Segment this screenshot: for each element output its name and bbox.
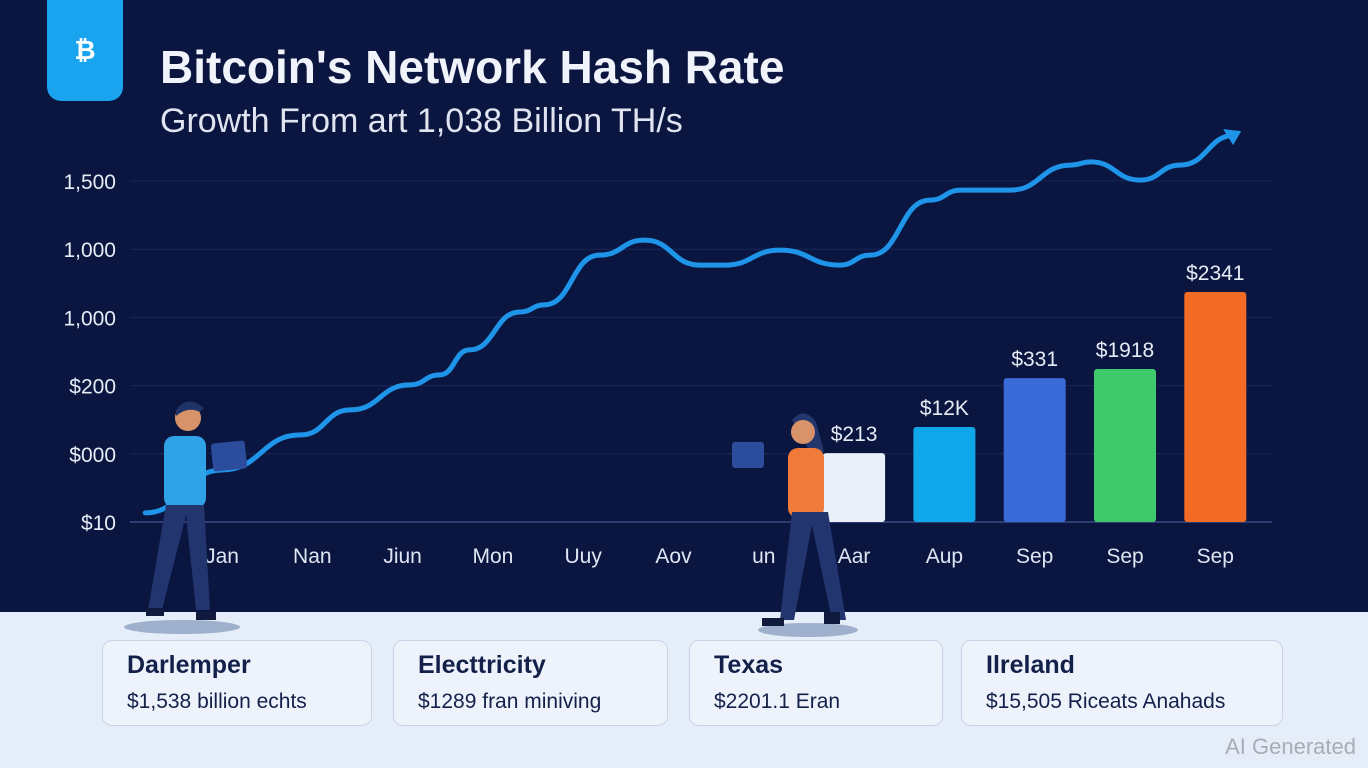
page-subtitle: Growth From art 1,038 Billion TH/s [160,102,683,140]
stat-card-title: Texas [714,651,784,679]
bar [913,426,976,522]
stat-card: Texas $2201.1 Eran [689,640,943,726]
watermark: AI Generated [1225,734,1356,759]
x-tick-label: Sep [1197,545,1234,568]
bar-value-label: $12K [920,397,969,420]
y-tick-label: $10 [81,512,116,535]
bar-value-label: $2341 [1186,262,1244,285]
x-tick-label: Sep [1106,545,1143,568]
bar [823,453,886,522]
person-right-illustration [732,413,858,637]
y-tick-label: 1,500 [63,171,116,194]
bar [1184,291,1247,522]
x-tick-label: Nan [293,545,332,568]
x-tick-label: Jiun [383,545,422,568]
stat-card-value: $2201.1 Eran [714,690,841,713]
bitcoin-glyph: ₿ [74,35,96,65]
y-tick-label: $200 [69,376,116,399]
page-title: Bitcoin's Network Hash Rate [160,41,785,93]
stat-card-title: Darlemper [127,651,251,679]
bar [1094,369,1156,522]
x-tick-label: Jan [205,545,239,568]
x-tick-label: Aup [926,545,963,568]
y-tick-label: 1,000 [63,239,116,262]
bar-value-label: $331 [1011,348,1058,371]
stat-card: Ilreland $15,505 Riceats Anahads [961,640,1283,726]
x-tick-label: Uuy [565,545,603,568]
x-tick-label: Aar [838,545,871,568]
arrowhead-icon [1223,129,1242,146]
stat-card-title: Electtricity [418,651,546,679]
x-tick-label: Mon [472,545,513,568]
x-tick-label: Sep [1016,545,1053,568]
stat-card: Darlemper $1,538 billion echts [102,640,372,726]
bitcoin-logo-icon: ₿ [47,0,123,101]
x-tick-label: Aov [655,545,692,568]
stat-card-value: $1,538 billion echts [127,690,307,713]
hash-rate-line [142,132,1238,516]
person-left-illustration [124,401,248,634]
y-tick-label: 1,000 [63,307,116,330]
x-tick-label: un [752,545,775,568]
bar [1003,378,1066,522]
bar-value-label: $1918 [1096,339,1154,362]
stat-card-title: Ilreland [986,651,1075,679]
y-tick-label: $000 [69,444,116,467]
stat-card-value: $1289 fran miniving [418,690,602,713]
stat-card: Electtricity $1289 fran miniving [393,640,668,726]
bar-value-label: $213 [831,423,878,446]
hash-rate-chart: $10 $000 $200 1,000 1,000 1,500 Jan Nan Jiun Mon U… [63,129,1272,637]
stat-card-value: $15,505 Riceats Anahads [986,690,1226,713]
